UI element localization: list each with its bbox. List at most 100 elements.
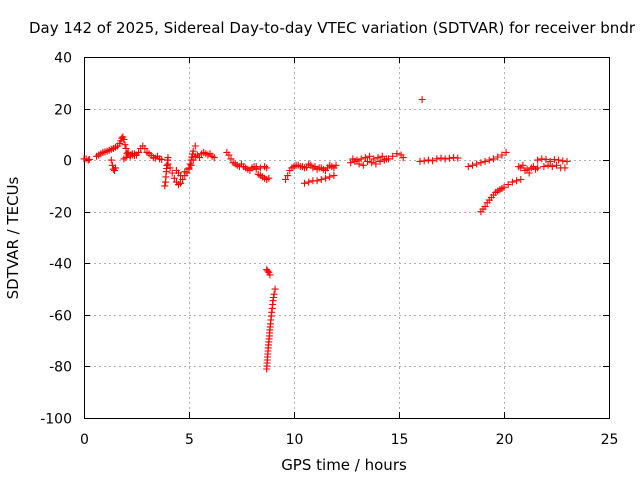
data-point [553,161,560,169]
data-point [542,155,550,163]
data-point [122,145,130,152]
data-point [389,152,397,160]
data-point [317,176,325,183]
y-tick-label: -40 [49,257,72,273]
data-point [420,157,428,165]
data-point [256,164,264,172]
y-tick-label: 40 [54,51,72,67]
data-point [504,181,512,189]
x-tick-label: 0 [80,432,89,448]
data-point [378,152,386,160]
data-point [357,155,365,163]
data-point [121,141,129,149]
data-point [399,154,407,162]
data-point [305,178,313,186]
data-point [313,177,321,185]
data-point [322,174,329,182]
data-point [437,154,445,162]
data-point [376,157,384,165]
data-point [130,150,138,158]
data-point [374,154,382,162]
data-point [382,155,390,163]
data-point [548,163,556,171]
data-point [544,161,552,169]
data-point [161,182,169,190]
data-point [445,154,453,162]
data-point [540,163,548,171]
data-point [270,294,277,301]
data-point [188,153,196,161]
chart-title: Day 142 of 2025, Sidereal Day-to-day VTE… [29,19,636,37]
x-tick-label: 10 [286,432,304,448]
data-point [301,179,308,187]
data-point [441,155,449,163]
axis-ticks: 0 5 10 15 20 25 40 20 0 -20 -40 -60 -80 -100 [40,51,618,449]
data-point [177,172,185,180]
data-point [359,161,367,169]
data-point [196,154,203,162]
data-point [270,290,278,298]
data-point [454,154,462,162]
y-tick-label: 20 [54,103,72,119]
y-tick-label: 0 [63,154,72,170]
y-tick-label: -20 [49,206,72,222]
data-point [393,150,401,158]
data-point [370,155,378,163]
data-point [485,156,493,164]
data-point [368,159,376,167]
data-point [330,172,338,180]
data-point [464,163,472,171]
data-point [326,173,334,181]
y-tick-label: -80 [49,360,72,376]
data-point [513,177,521,185]
data-point [189,147,197,155]
data-point [525,169,533,177]
x-axis-title: GPS time / hours [281,456,407,474]
data-point [519,161,527,169]
data-point [490,155,497,163]
plot-frame [84,57,610,419]
data-point [187,156,195,164]
data-point [364,157,371,165]
data-point [248,164,256,172]
data-point [481,203,489,211]
data-point [84,156,92,164]
data-point [498,151,506,159]
data-point [170,174,178,182]
data-point [469,161,476,169]
data-point [271,285,279,293]
data-point [124,148,132,156]
data-point [433,155,441,163]
data-point [185,164,193,172]
data-point [353,156,361,164]
data-point [332,161,340,169]
data-point [135,148,143,156]
data-point [563,157,571,165]
data-point [500,183,508,191]
data-point [166,164,174,172]
data-point [112,164,119,172]
data-point [181,168,189,176]
data-point [424,156,432,164]
data-point [85,155,93,163]
data-point [534,164,542,172]
data-point [349,155,357,163]
data-point [418,96,426,103]
data-point [141,145,149,152]
data-point [561,164,569,172]
data-point [158,155,166,163]
data-point [473,160,481,168]
data-point [282,176,290,183]
data-point [355,160,363,168]
data-point [191,142,199,150]
data-point [264,267,272,275]
data-point [227,155,235,163]
data-point [168,169,176,177]
y-tick-label: -100 [40,412,72,428]
data-point [263,164,271,172]
data-point [210,154,218,162]
y-axis-title: SDTVAR / TECUs [4,176,22,299]
data-point [186,160,194,168]
data-points [80,96,571,373]
